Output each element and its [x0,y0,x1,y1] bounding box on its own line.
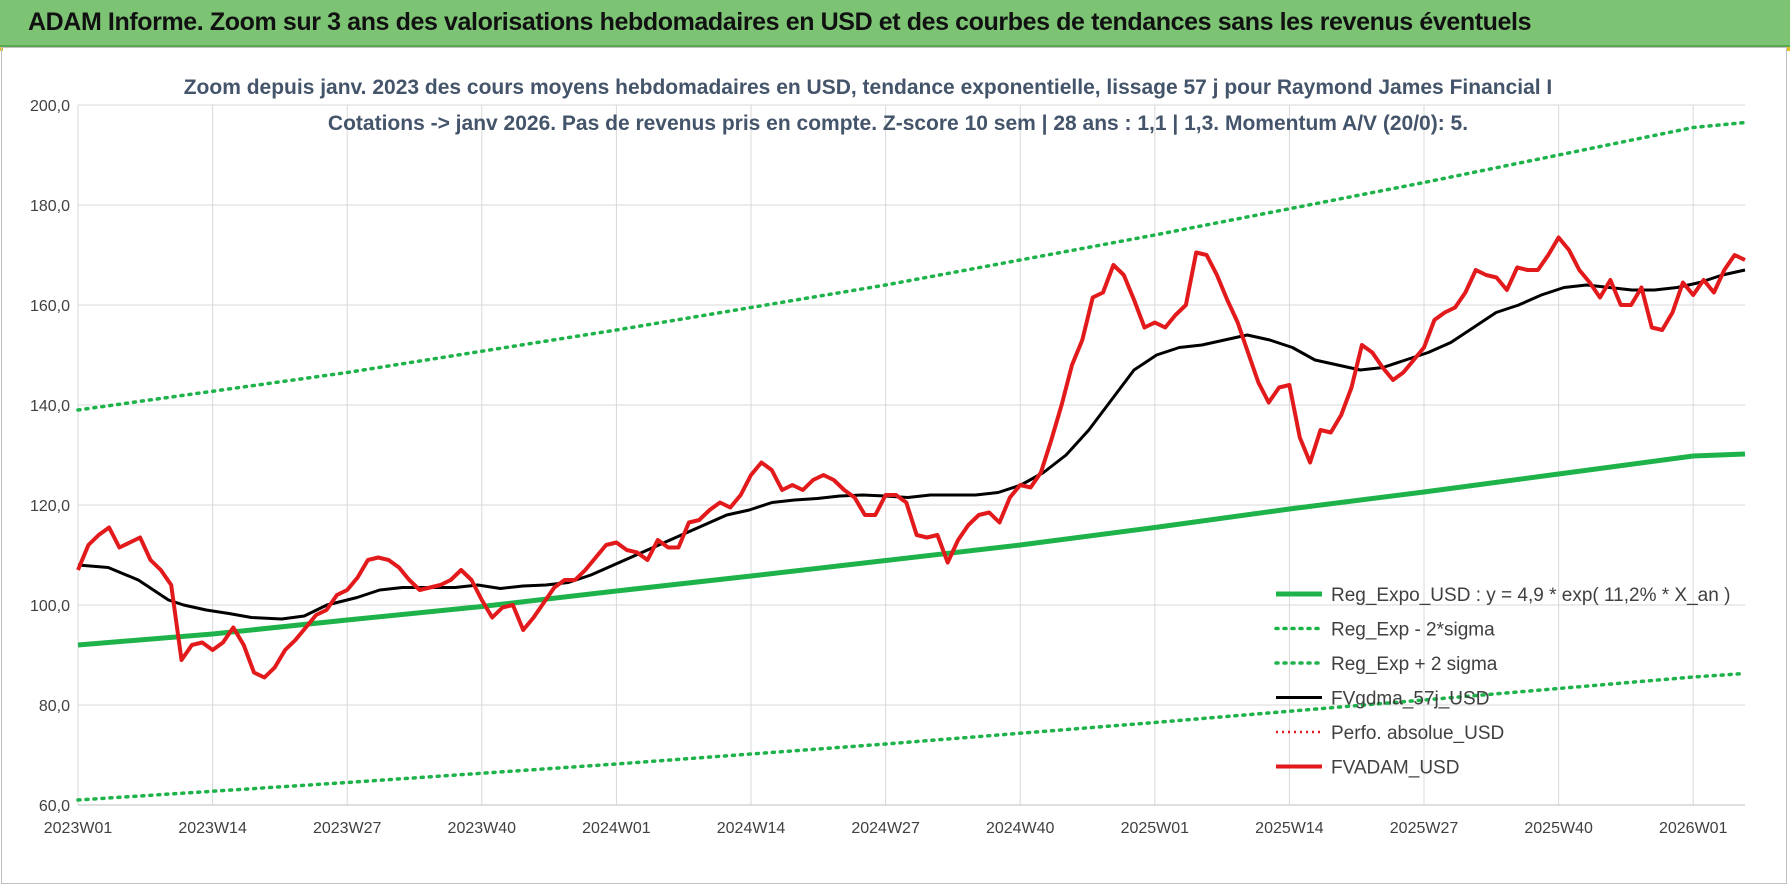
x-tick-label: 2025W01 [1121,820,1190,837]
y-tick-label: 60,0 [39,798,70,815]
chart-title-line2: Cotations -> janv 2026. Pas de revenus p… [328,112,1468,135]
chart-series [76,120,1747,802]
x-tick-label: 2024W01 [582,820,651,837]
corner-accent-right [1787,47,1790,51]
y-tick-label: 140,0 [30,398,70,415]
series-reg-expo-usd-y-4-9-exp-11-2-x-an [77,451,1746,648]
series-fvgdma-57j-usd [77,268,1746,621]
series-reg-exp-2-sigma [76,120,1747,412]
x-tick-label: 2025W14 [1255,820,1324,837]
y-tick-label: 180,0 [30,198,70,215]
x-axis-ticks: 2023W01 2023W14 2023W27 2023W40 2024W01 2024W… [44,820,1728,837]
report-title: ADAM Informe. Zoom sur 3 ans des valoris… [28,8,1532,36]
legend-label: FVgdma_57j_USD [1331,689,1489,710]
y-tick-label: 200,0 [30,98,70,115]
y-tick-label: 120,0 [30,498,70,515]
legend-label: FVADAM_USD [1331,758,1459,779]
x-tick-label: 2023W40 [448,820,517,837]
legend-label: Reg_Exp + 2 sigma [1331,654,1498,675]
legend-label: Reg_Exp - 2*sigma [1331,620,1495,641]
y-tick-label: 100,0 [30,598,70,615]
chart-legend: Reg_Expo_USD : y = 4,9 * exp( 11,2% * X_… [1274,585,1730,779]
x-tick-label: 2023W27 [313,820,382,837]
x-tick-label: 2024W40 [986,820,1055,837]
series-reg-exp-2-sigma [76,671,1747,802]
legend-label: Perfo. absolue_USD [1331,723,1504,744]
y-axis-ticks: 60,0 80,0 100,0 120,0 140,0 160,0 180,0 200,0 [30,98,70,815]
legend-label: Reg_Expo_USD : y = 4,9 * exp( 11,2% * X_… [1331,585,1730,606]
y-tick-label: 160,0 [30,298,70,315]
x-tick-label: 2023W01 [44,820,113,837]
chart-grid [77,104,1745,806]
series-fvadam-usd [76,235,1746,680]
x-tick-label: 2025W27 [1390,820,1459,837]
report-banner: ADAM Informe. Zoom sur 3 ans des valoris… [0,0,1790,47]
x-tick-label: 2024W14 [717,820,786,837]
x-tick-label: 2025W40 [1524,820,1593,837]
x-tick-label: 2026W01 [1659,820,1728,837]
x-tick-label: 2023W14 [178,820,247,837]
chart-title-line1: Zoom depuis janv. 2023 des cours moyens … [184,76,1553,99]
y-tick-label: 80,0 [39,698,70,715]
chart-frame [1,47,1787,884]
x-tick-label: 2024W27 [851,820,920,837]
